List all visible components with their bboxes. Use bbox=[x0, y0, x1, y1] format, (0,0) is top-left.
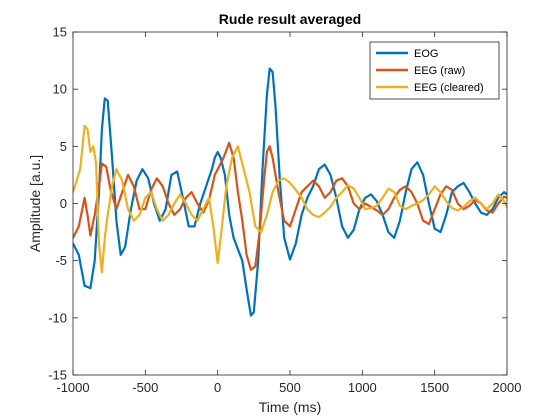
y-tick-label: -10 bbox=[48, 310, 67, 325]
y-tick-label: 15 bbox=[53, 25, 67, 40]
y-tick-label: 0 bbox=[60, 196, 67, 211]
x-tick-label: 1000 bbox=[348, 380, 377, 395]
ticks-layer: -1000 -500 0 500 1000 1500 2000 -15 -10 -5 0 5 10 15 bbox=[48, 25, 521, 396]
x-tick-label: 2000 bbox=[493, 380, 522, 395]
x-axis-title: Time (ms) bbox=[259, 399, 321, 415]
x-tick-label: 1500 bbox=[420, 380, 449, 395]
series-line-eeg-raw bbox=[73, 141, 507, 271]
x-tick-label: 500 bbox=[279, 380, 301, 395]
x-tick-label: 0 bbox=[214, 380, 221, 395]
x-tick-label: -1000 bbox=[56, 380, 89, 395]
y-tick-label: 5 bbox=[60, 139, 67, 154]
series-line-eog bbox=[73, 67, 507, 317]
y-tick-label: -5 bbox=[55, 253, 67, 268]
y-axis-title: Amplitude [a.u.] bbox=[27, 155, 43, 252]
legend-label: EOG bbox=[414, 48, 438, 60]
series-layer bbox=[73, 67, 507, 317]
y-tick-label: -15 bbox=[48, 368, 67, 383]
legend: EOG EEG (raw) EEG (cleared) bbox=[369, 41, 500, 100]
x-tick-label: -500 bbox=[132, 380, 158, 395]
chart-title: Rude result averaged bbox=[219, 11, 361, 27]
series-line-eeg-cleared bbox=[73, 124, 507, 274]
legend-label: EEG (cleared) bbox=[414, 82, 484, 94]
y-tick-label: 10 bbox=[53, 82, 67, 97]
legend-label: EEG (raw) bbox=[414, 65, 465, 77]
